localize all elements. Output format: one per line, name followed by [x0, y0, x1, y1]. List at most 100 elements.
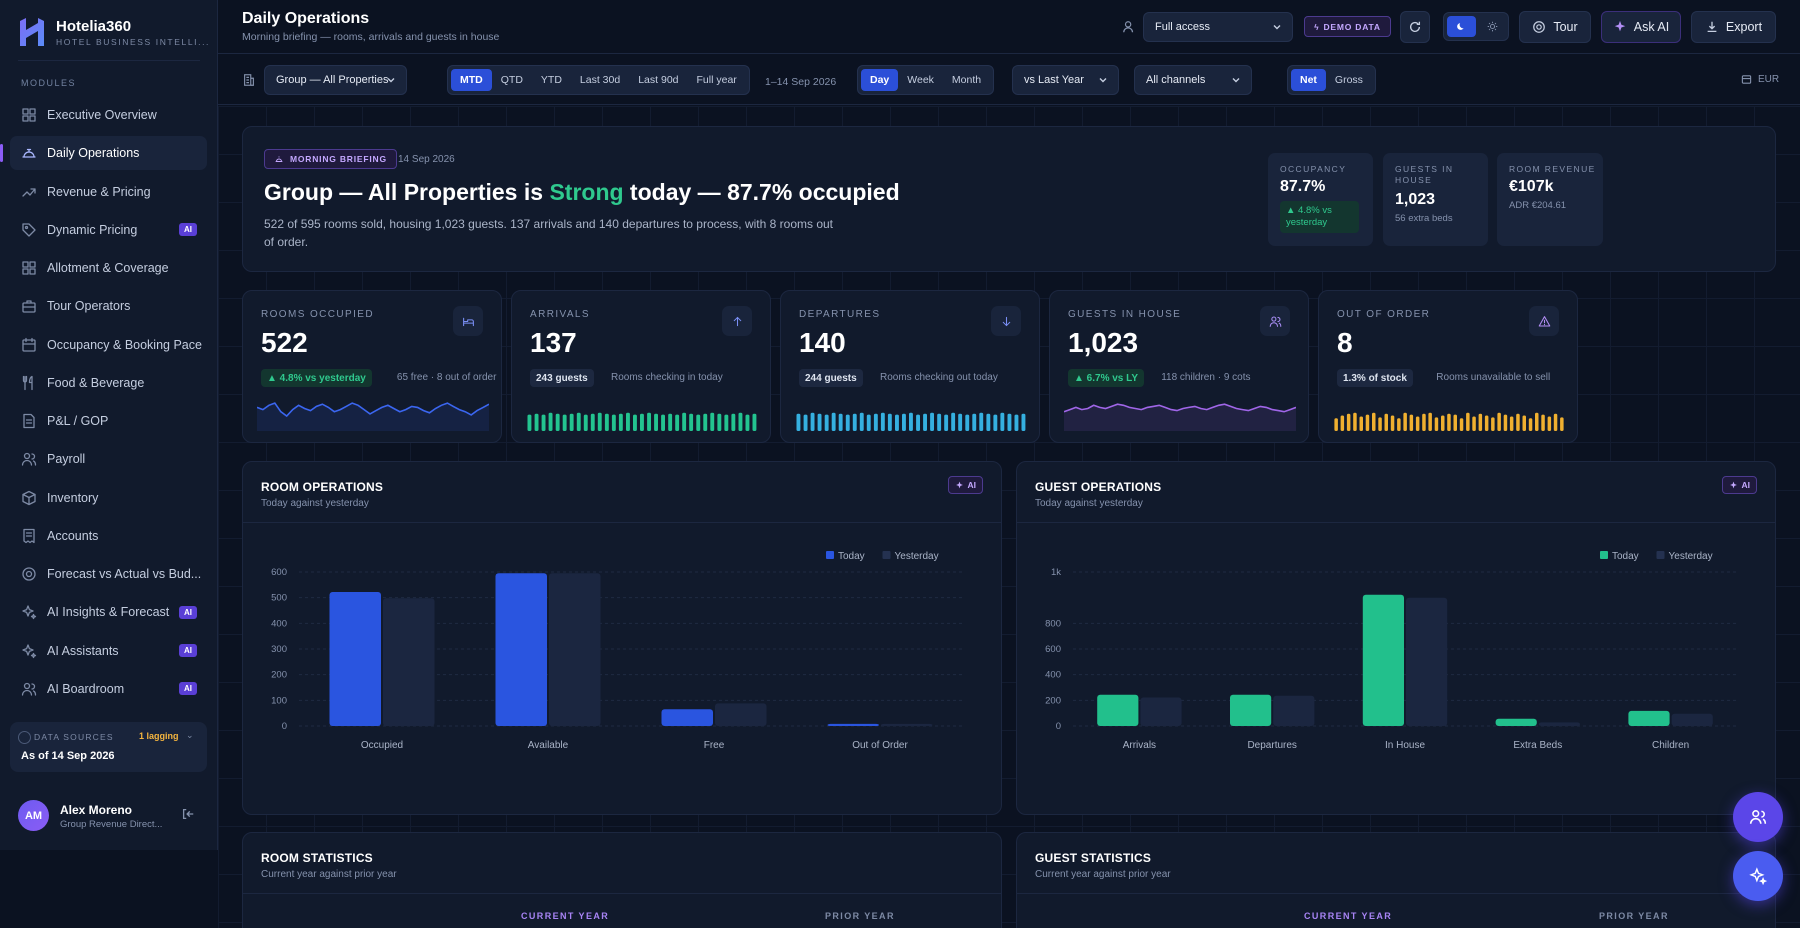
legend-label[interactable]: Today — [1612, 551, 1639, 562]
granularity-week[interactable]: Week — [907, 74, 934, 86]
bar-yesterday-in-house[interactable] — [1406, 597, 1448, 726]
access-select[interactable]: Full access — [1143, 12, 1293, 42]
toggle-gross[interactable]: Gross — [1334, 74, 1363, 86]
logout-icon[interactable] — [181, 807, 195, 821]
sidebar-item-executive-overview[interactable]: Executive Overview — [10, 98, 207, 132]
sidebar-item-p-l-gop[interactable]: P&L / GOP — [10, 404, 207, 438]
ai-button[interactable]: AI — [1721, 476, 1757, 494]
ask-ai-button[interactable]: Ask AI — [1601, 11, 1681, 43]
property-select[interactable]: Group — All Properties — [264, 65, 407, 95]
briefing-headline: Group — All Properties is Strong today —… — [264, 179, 900, 206]
app-name: Hotelia360 — [56, 18, 132, 35]
sparkline-bar — [618, 413, 623, 431]
bar-today-arrivals[interactable] — [1097, 694, 1139, 726]
sparkline-bar — [583, 414, 588, 431]
bar-today-occupied[interactable] — [329, 592, 382, 726]
period-ytd[interactable]: YTD — [540, 74, 562, 86]
lagging-badge: 1 lagging — [139, 731, 179, 741]
sparkline-bar — [1353, 412, 1357, 431]
sidebar-item-allotment-coverage[interactable]: Allotment & Coverage — [10, 251, 207, 285]
chevron-down-icon[interactable]: ⌄ — [186, 730, 194, 740]
sidebar-item-tour-operators[interactable]: Tour Operators — [10, 289, 207, 323]
compare-select[interactable]: vs Last Year — [1012, 65, 1119, 95]
granularity-month[interactable]: Month — [951, 74, 982, 86]
sidebar-item-forecast-vs-actual-vs-bud[interactable]: Forecast vs Actual vs Bud... — [10, 557, 207, 591]
tour-button[interactable]: Tour — [1519, 11, 1591, 43]
column-header-prior-year[interactable]: PRIOR YEAR — [1599, 911, 1669, 921]
bar-yesterday-occupied[interactable] — [383, 598, 435, 726]
kpi-card-out-of-order[interactable]: OUT OF ORDER 8 1.3% of stock Rooms unavaila… — [1318, 290, 1578, 443]
x-category-label: Out of Order — [852, 740, 908, 751]
sidebar-item-dynamic-pricing[interactable]: Dynamic Pricing AI — [10, 213, 207, 247]
bar-today-extra-beds[interactable] — [1495, 718, 1537, 726]
bar-yesterday-departures[interactable] — [1273, 695, 1315, 726]
user-profile[interactable]: AM Alex Moreno Group Revenue Direct... — [18, 800, 203, 834]
period-last-30d[interactable]: Last 30d — [579, 74, 621, 86]
sparkline-bar — [1403, 412, 1407, 431]
sidebar-item-inventory[interactable]: Inventory — [10, 481, 207, 515]
sidebar-item-revenue-pricing[interactable]: Revenue & Pricing — [10, 175, 207, 209]
bar-yesterday-available[interactable] — [549, 573, 601, 726]
channels-select[interactable]: All channels — [1134, 65, 1252, 95]
bar-yesterday-free[interactable] — [715, 703, 767, 726]
sidebar-item-ai-assistants[interactable]: AI Assistants AI — [10, 634, 207, 668]
sidebar-item-payroll[interactable]: Payroll — [10, 442, 207, 476]
kpi-card-arrivals[interactable]: ARRIVALS 137 243 guests Rooms checking in t… — [511, 290, 771, 443]
team-fab-button[interactable] — [1733, 792, 1783, 842]
toggle-net[interactable]: Net — [1291, 69, 1326, 91]
export-button[interactable]: Export — [1691, 11, 1776, 43]
avatar[interactable]: AM — [18, 800, 49, 831]
light-mode-button[interactable] — [1478, 16, 1507, 37]
ai-assistant-fab-button[interactable] — [1733, 851, 1783, 901]
dark-mode-button[interactable] — [1447, 16, 1476, 37]
bar-today-in-house[interactable] — [1362, 594, 1404, 726]
sidebar-item-occupancy-booking-pace[interactable]: Occupancy & Booking Pace — [10, 328, 207, 362]
bar-yesterday-arrivals[interactable] — [1140, 697, 1182, 727]
ai-button[interactable]: AI — [947, 476, 983, 494]
sidebar-item-daily-operations[interactable]: Daily Operations — [0, 136, 207, 171]
period-last-90d[interactable]: Last 90d — [638, 74, 679, 86]
bar-today-departures[interactable] — [1230, 694, 1272, 726]
bar-today-out-of-order[interactable] — [827, 723, 880, 726]
sparkline-bar — [1378, 417, 1382, 431]
currency-indicator[interactable]: EUR — [1741, 74, 1779, 85]
legend-label[interactable]: Yesterday — [895, 551, 939, 562]
bar-today-available[interactable] — [495, 573, 548, 726]
period-qtd[interactable]: QTD — [500, 74, 523, 86]
bar-yesterday-children[interactable] — [1671, 713, 1713, 726]
sparkline-bar — [1478, 413, 1483, 431]
sparkline-bar — [1560, 417, 1564, 431]
brand[interactable]: Hotelia360 HOTEL BUSINESS INTELLI... — [18, 16, 208, 50]
sidebar-item-ai-insights-forecast[interactable]: AI Insights & Forecast AI — [10, 595, 207, 629]
sparkline-bar — [1497, 412, 1501, 431]
refresh-button[interactable] — [1400, 11, 1430, 43]
bar-today-children[interactable] — [1628, 710, 1670, 726]
data-sources[interactable]: DATA SOURCES 1 lagging ⌄ As of 14 Sep 20… — [10, 722, 207, 772]
headline-status: Strong — [549, 179, 624, 205]
bar-yesterday-out-of-order[interactable] — [881, 723, 933, 726]
sidebar-item-label: Executive Overview — [47, 108, 157, 122]
sidebar-item-accounts[interactable]: Accounts — [10, 519, 207, 553]
bar-today-free[interactable] — [661, 709, 714, 726]
currency-icon — [1741, 75, 1752, 84]
legend-label[interactable]: Today — [838, 551, 865, 562]
period-mtd[interactable]: MTD — [451, 69, 492, 91]
column-header-prior-year[interactable]: PRIOR YEAR — [825, 911, 895, 921]
period-full-year[interactable]: Full year — [696, 74, 737, 86]
sparkline-bar — [1541, 414, 1545, 431]
sidebar-item-food-beverage[interactable]: Food & Beverage — [10, 366, 207, 400]
column-header-current-year[interactable]: CURRENT YEAR — [1304, 911, 1393, 921]
bar-yesterday-extra-beds[interactable] — [1538, 722, 1580, 726]
column-header-current-year[interactable]: CURRENT YEAR — [521, 911, 610, 921]
sidebar-item-ai-boardroom[interactable]: AI Boardroom AI — [10, 672, 207, 706]
briefing-date: 14 Sep 2026 — [398, 154, 455, 165]
sparkline-area — [1064, 404, 1296, 431]
legend-label[interactable]: Yesterday — [1669, 551, 1713, 562]
kpi-card-rooms-occupied[interactable]: ROOMS OCCUPIED 522 ▲ 4.8% vs yesterday 65 f… — [242, 290, 502, 443]
sparkline-bar — [944, 414, 949, 431]
kpi-card-guests-in-house[interactable]: GUESTS IN HOUSE 1,023 ▲ 6.7% vs LY 118 chil… — [1049, 290, 1309, 443]
theme-toggle[interactable] — [1443, 12, 1509, 41]
sparkline-line — [1064, 403, 1296, 413]
granularity-day[interactable]: Day — [861, 69, 899, 91]
kpi-card-departures[interactable]: DEPARTURES 140 244 guests Rooms checking ou… — [780, 290, 1040, 443]
